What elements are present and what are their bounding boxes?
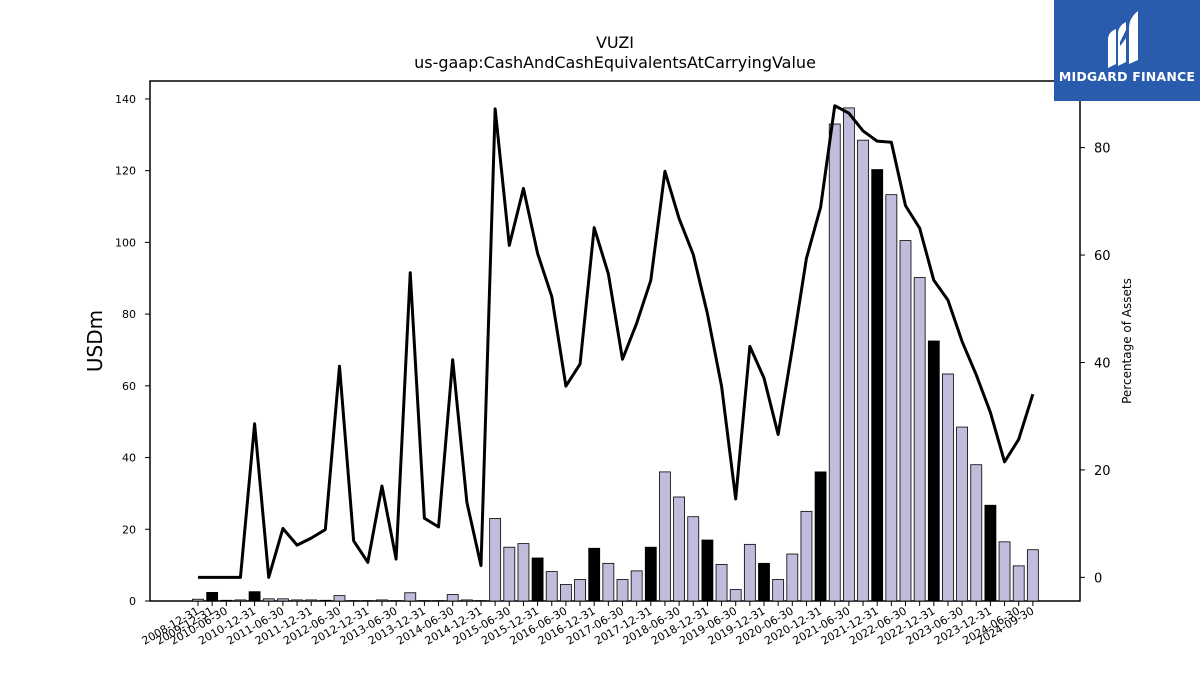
bar <box>220 599 233 602</box>
bar <box>503 546 516 602</box>
logo-text: MIDGARD FINANCE <box>1058 69 1196 84</box>
y2-tick-label: 60 <box>1094 249 1111 264</box>
bar <box>843 107 855 602</box>
bar <box>885 194 898 602</box>
bar <box>588 547 601 602</box>
percentage-line <box>198 104 1035 579</box>
bar <box>489 518 502 602</box>
bar <box>984 504 997 602</box>
bar <box>333 595 346 602</box>
bar <box>857 139 869 602</box>
y-tick-label: 40 <box>122 452 136 465</box>
bar <box>956 426 968 602</box>
bar <box>786 553 799 602</box>
bar <box>970 464 983 602</box>
bar <box>673 496 685 602</box>
bar <box>291 599 303 602</box>
bar <box>517 543 530 602</box>
bar <box>545 571 558 602</box>
y-tick-label: 20 <box>122 523 136 536</box>
bar <box>729 589 742 602</box>
bar-series <box>192 107 1039 602</box>
bar <box>305 599 318 602</box>
bar <box>701 539 714 602</box>
y-axis-label: USDm <box>83 310 107 372</box>
bar <box>234 599 247 602</box>
bar <box>319 599 332 602</box>
bar <box>871 169 884 602</box>
bar <box>630 570 643 602</box>
bar <box>828 123 841 602</box>
bar <box>531 557 544 602</box>
bar <box>404 592 417 602</box>
bar <box>800 510 813 602</box>
bar <box>262 598 275 602</box>
bar <box>574 579 586 602</box>
y-tick-label: 80 <box>122 308 136 321</box>
bar <box>998 541 1011 602</box>
y2-tick-label: 40 <box>1094 356 1111 371</box>
y-tick-label: 140 <box>115 93 136 106</box>
bar <box>1012 565 1025 602</box>
bar <box>899 240 912 602</box>
y2-axis-label: Percentage of Assets <box>1120 278 1134 404</box>
plot-frame <box>149 80 1081 602</box>
bar <box>206 591 219 602</box>
chart-subtitle: us-gaap:CashAndCashEquivalentsAtCarrying… <box>414 53 816 72</box>
bar <box>376 599 388 602</box>
bar <box>560 584 572 602</box>
bar <box>1026 549 1039 602</box>
bar <box>659 471 671 602</box>
y-tick-label: 0 <box>129 595 136 608</box>
y-tick-label: 60 <box>122 380 136 393</box>
bar <box>616 579 629 602</box>
bar <box>942 373 954 602</box>
x-axis: 2008-12-312009-12-312010-06-302010-12-31… <box>140 601 1036 648</box>
midgard-logo-icon <box>1108 11 1138 68</box>
bar <box>644 546 657 602</box>
bar <box>913 277 926 602</box>
y-tick-label: 120 <box>115 165 136 178</box>
bar <box>814 471 827 602</box>
bar <box>446 594 459 602</box>
right-y-axis: 0 20 40 60 80 <box>1080 142 1111 586</box>
y2-tick-label: 0 <box>1094 571 1102 586</box>
bar <box>743 543 756 602</box>
bar <box>192 598 204 602</box>
bar <box>715 564 728 602</box>
left-y-axis: 0 20 40 60 80 100 120 140 <box>115 93 150 608</box>
bar <box>687 516 700 602</box>
bar <box>248 591 261 602</box>
midgard-finance-logo: MIDGARD FINANCE <box>1054 0 1200 101</box>
chart-title: VUZI <box>595 33 635 52</box>
bar <box>758 562 770 602</box>
y2-tick-label: 80 <box>1094 142 1111 157</box>
bar <box>460 599 473 602</box>
bar <box>772 579 785 602</box>
y2-tick-label: 20 <box>1094 464 1111 479</box>
bar <box>927 340 940 602</box>
y-tick-label: 100 <box>115 236 136 249</box>
bar <box>602 562 615 602</box>
bar <box>276 598 289 602</box>
